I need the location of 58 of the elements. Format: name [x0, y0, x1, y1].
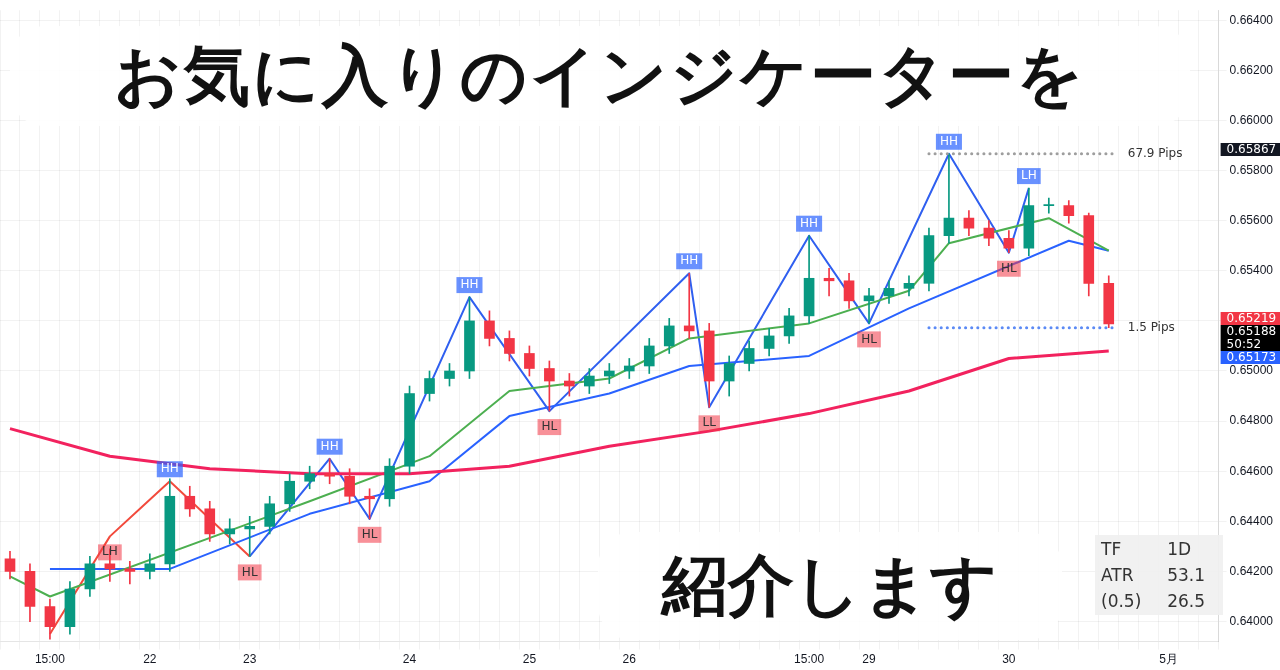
- annotation: (0.5): [1101, 591, 1143, 611]
- data-label: HL: [541, 419, 558, 434]
- x-tick-label: 24: [402, 652, 417, 667]
- text: 紹介します: [598, 532, 1062, 640]
- annotation: 26.5: [1167, 591, 1207, 611]
- annotation: 1D: [1167, 539, 1193, 559]
- y-tick-label: 0.65600: [1229, 212, 1274, 227]
- annotation: 53.1: [1167, 565, 1207, 585]
- chart-title: お気に入りのインジケーターを: [10, 26, 1190, 126]
- y-tick-label: 0.66400: [1229, 12, 1274, 27]
- data-label: HH: [160, 461, 179, 476]
- text: 0.65173: [1226, 349, 1277, 364]
- y-tick-label: 0.65400: [1229, 263, 1274, 278]
- text: 50:52: [1226, 336, 1262, 351]
- y-tick-label: 0.66200: [1229, 62, 1274, 77]
- text: 0.65219: [1226, 310, 1277, 325]
- annotation: TF: [1101, 539, 1123, 559]
- data-label: LH: [1020, 168, 1037, 183]
- candlestick: [603, 363, 615, 384]
- annotation: ATR: [1101, 565, 1135, 585]
- ref-line-label: 1.5 Pips: [1127, 319, 1175, 334]
- candlestick: [244, 515, 256, 557]
- candlestick: [943, 153, 955, 244]
- y-tick-label: 0.66000: [1229, 112, 1274, 127]
- y-tick-label: 0.64400: [1229, 513, 1274, 528]
- data-label: HH: [800, 215, 819, 230]
- text: 0.65188: [1226, 323, 1277, 338]
- x-tick-label: 15:00: [34, 652, 66, 667]
- candlestick: [683, 272, 695, 339]
- candlestick: [224, 518, 236, 545]
- data-label: HH: [680, 253, 699, 268]
- text: 0.65867: [1226, 141, 1277, 156]
- y-tick-label: 0.64800: [1229, 413, 1274, 428]
- candlestick: [1043, 197, 1055, 214]
- data-label: HL: [361, 526, 378, 541]
- x-tick-label: 22: [143, 652, 157, 667]
- data-label: LL: [702, 415, 717, 430]
- x-tick-label: 26: [622, 652, 637, 667]
- data-label: LH: [102, 544, 118, 559]
- ref-line-label: 67.9 Pips: [1127, 145, 1183, 160]
- x-tick-label: 29: [862, 652, 877, 667]
- data-label: HL: [241, 564, 258, 579]
- y-tick-label: 0.65800: [1229, 162, 1274, 177]
- data-label: HL: [1001, 260, 1018, 275]
- candlestick: [623, 358, 635, 379]
- x-tick-label: 25: [522, 652, 537, 667]
- data-label: HH: [939, 133, 958, 148]
- data-label: HH: [460, 277, 479, 292]
- y-tick-label: 0.65000: [1229, 363, 1274, 378]
- x-tick-label: 23: [243, 652, 257, 667]
- y-tick-label: 0.64600: [1229, 463, 1274, 478]
- y-tick-label: 0.64000: [1229, 613, 1274, 628]
- x-tick-label: 30: [1002, 652, 1016, 667]
- data-label: HH: [320, 438, 339, 453]
- x-tick-label: 5月: [1159, 652, 1179, 667]
- x-tick-label: 15:00: [794, 652, 825, 667]
- data-label: HL: [861, 331, 878, 346]
- y-tick-label: 0.64200: [1229, 563, 1274, 578]
